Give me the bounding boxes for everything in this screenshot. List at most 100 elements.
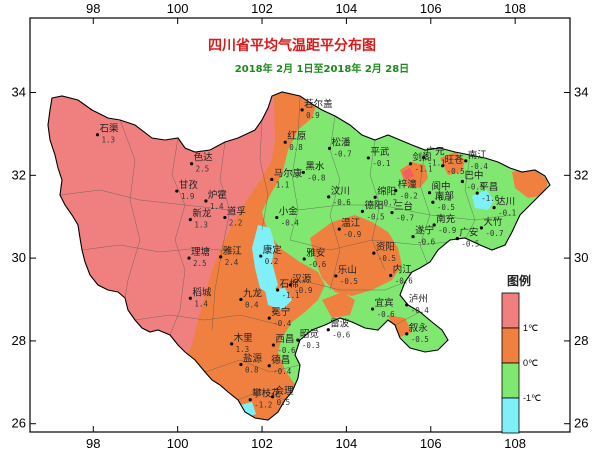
station-value: -0.6 [377,310,396,319]
station-dot [455,237,459,241]
station-value: -0.7 [396,214,414,223]
station-dot [327,146,332,151]
station-31: 平武-0.1 [366,146,390,168]
station-value: -0.4 [273,319,292,328]
x-tick-label-bottom-5: 108 [504,436,526,451]
station-33: 旺苍-0.5 [440,154,465,176]
station-2: 色达2.5 [189,152,213,174]
station-value: -0.6 [308,260,327,269]
region-warm-east [512,168,548,198]
region-warm-spot-a [402,168,414,180]
region-warm-south [322,292,355,318]
station-dot [460,179,465,184]
station-dot [464,159,468,163]
region-warm-northeast [440,152,465,175]
station-name: 新龙 [192,208,212,220]
station-40: 阆中-0.2 [427,181,452,203]
station-dot [427,191,432,195]
station-value: 1.3 [236,345,250,354]
station-name: 雷波 [330,318,350,330]
station-45: 南充-0.9 [432,213,456,235]
station-16: 雅安-0.6 [302,247,327,269]
station-dot [372,251,376,255]
station-name: 资阳 [376,242,395,253]
station-23: 冕宁-0.4 [267,306,292,328]
station-name: 阆中 [432,181,451,193]
station-37: 平昌-1.6 [475,182,500,203]
station-50: 资阳-0.5 [372,242,396,263]
station-dot [334,274,338,278]
station-dot [267,316,271,320]
station-5: 甘孜1.9 [175,179,198,201]
station-name: 温江 [341,218,361,229]
station-value: -1.6 [481,194,500,203]
station-value: 0.8 [245,366,259,375]
station-dot [95,133,100,137]
station-value: 0.4 [245,301,259,310]
station-dot [301,170,305,175]
legend-labels: 1℃ 0℃ -1℃ [523,323,541,403]
station-3: 红原0.8 [283,130,306,152]
station-name: 南江 [468,149,488,161]
station-35: 剑阁-1.1 [408,152,433,174]
station-name: 稻城 [192,287,212,298]
station-value: -1.1 [282,291,300,300]
station-name: 马尔康 [274,167,303,179]
station-value: 1.1 [276,180,290,189]
x-tick-label-bottom-0: 98 [86,436,100,451]
x-tick-label-top-5: 108 [504,1,526,16]
station-43: 三台-0.7 [390,201,414,223]
station-dot [373,195,377,199]
station-value: -0.8 [307,173,326,182]
station-dot [479,226,484,230]
y-tick-label-right-2: 30 [574,250,588,265]
station-dot [223,215,227,220]
y-tick-label-right-0: 26 [574,416,588,431]
station-dot [366,156,370,160]
station-name: 遂宁 [415,225,434,237]
station-name: 德阳 [364,199,383,211]
legend-label-0: 1℃ [523,323,538,333]
station-value: -0.2 [434,194,452,203]
station-47: 大竹-0.7 [479,216,503,238]
station-name: 道孚 [227,206,246,218]
station-name: 雅江 [223,245,243,257]
station-name: 康定 [263,244,283,256]
region-cool-east [472,190,494,210]
station-value: -0.1 [372,159,390,168]
region-cool-south [265,288,292,310]
station-value: -0.4 [281,219,300,228]
station-54: 叙永-0.5 [405,322,429,344]
station-8: 炉霍1.4 [204,189,227,211]
station-29: 会理0.5 [270,385,294,407]
station-39: 梓潼-0.2 [394,179,418,201]
station-value: 1.9 [181,192,195,201]
station-dot [189,162,194,166]
station-name: 西昌 [275,334,294,345]
station-14: 雅江2.4 [219,245,242,267]
station-value: -0.2 [400,192,418,201]
station-value: -0.6 [277,346,296,355]
station-name: 松潘 [332,136,352,148]
station-dot [267,364,271,368]
station-12: 汶川-0.6 [327,185,351,207]
station-51: 内江-0.6 [389,264,413,286]
station-name: 叙永 [409,322,429,334]
station-value: -0.5 [411,335,429,344]
station-name: 乐山 [338,264,357,276]
station-name: 木里 [234,332,253,344]
station-value: 2.5 [193,259,207,268]
station-dot [492,206,496,210]
station-name: 南部 [435,190,454,202]
station-30: 攀枝花-1.2 [248,388,281,410]
station-dot [327,195,331,199]
station-dot [370,307,375,311]
station-name: 三台 [394,201,413,213]
station-name: 宜宾 [375,297,394,309]
region-cool-valley [252,225,278,295]
y-tick-label-right-3: 32 [574,167,588,182]
map-title: 四川省平均气温距平分布图 [208,37,376,54]
station-name: 平昌 [479,182,498,193]
station-value: 0.2 [265,257,279,266]
